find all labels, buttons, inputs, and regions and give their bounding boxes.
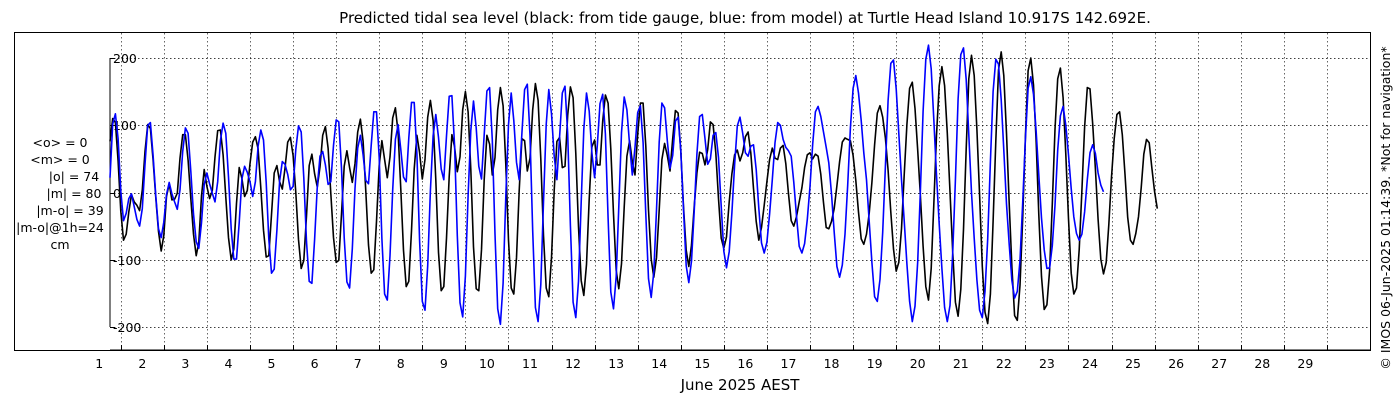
stat-mean-model: <m> = 0: [30, 152, 90, 167]
y-tick-label: 200: [113, 51, 137, 66]
y-tick-label: -200: [113, 320, 141, 335]
x-tick-label: 25: [1125, 356, 1141, 371]
x-tick-label: 4: [224, 356, 232, 371]
stat-abs-difference-1h: |m-o|@1h=24: [16, 220, 104, 235]
x-axis: 1 2 3 4 5 6 7 8 9 10 11 12 13 14 15 16 17 18 19 20 21 22 23 24 2…: [95, 345, 1370, 371]
x-tick-label: 20: [910, 356, 926, 371]
x-tick-label: 13: [608, 356, 624, 371]
x-tick-label: 21: [953, 356, 969, 371]
x-tick-label: 18: [824, 356, 840, 371]
copyright-notice: © IMOS 06-Jun-2025 01:14:39. *Not for na…: [1378, 46, 1393, 370]
x-tick-label: 8: [397, 356, 405, 371]
x-tick-label: 12: [565, 356, 581, 371]
x-axis-label: June 2025 AEST: [680, 376, 800, 394]
x-tick-label: 15: [694, 356, 710, 371]
x-tick-label: 7: [354, 356, 362, 371]
x-tick-label: 1: [95, 356, 103, 371]
y-tick-label: -100: [113, 253, 141, 268]
stat-mean-observed: <o> = 0: [32, 135, 88, 150]
x-tick-label: 6: [311, 356, 319, 371]
x-tick-label: 2: [138, 356, 146, 371]
stat-abs-model: |m| = 80: [46, 186, 102, 201]
x-tick-label: 24: [1082, 356, 1098, 371]
x-tick-label: 17: [781, 356, 797, 371]
y-tick-label: 100: [113, 118, 137, 133]
statistics-panel: <o> = 0 <m> = 0 |o| = 74 |m| = 80 |m-o| …: [10, 134, 110, 253]
x-tick-label: 27: [1211, 356, 1227, 371]
stat-unit: cm: [50, 237, 70, 252]
x-tick-label: 3: [181, 356, 189, 371]
model-series-line: [109, 44, 1105, 326]
x-tick-label: 16: [737, 356, 753, 371]
x-tick-label: 23: [1039, 356, 1055, 371]
stat-abs-difference: |m-o| = 39: [36, 203, 104, 218]
stat-abs-observed: |o| = 74: [48, 169, 100, 184]
x-tick-label: 10: [479, 356, 495, 371]
x-tick-label: 14: [651, 356, 667, 371]
x-tick-label: 11: [522, 356, 538, 371]
x-tick-label: 28: [1254, 356, 1270, 371]
plot-frame: [14, 32, 1371, 351]
x-tick-label: 5: [268, 356, 276, 371]
chart-title: Predicted tidal sea level (black: from t…: [339, 9, 1151, 27]
x-tick-label: 9: [440, 356, 448, 371]
y-axis: 200 100 0 -100 -200: [109, 51, 141, 335]
x-tick-label: 19: [867, 356, 883, 371]
series-lines: [109, 44, 1159, 326]
x-tick-label: 29: [1297, 356, 1313, 371]
y-tick-label: 0: [113, 186, 121, 201]
x-tick-label: 26: [1168, 356, 1184, 371]
x-tick-label: 22: [996, 356, 1012, 371]
